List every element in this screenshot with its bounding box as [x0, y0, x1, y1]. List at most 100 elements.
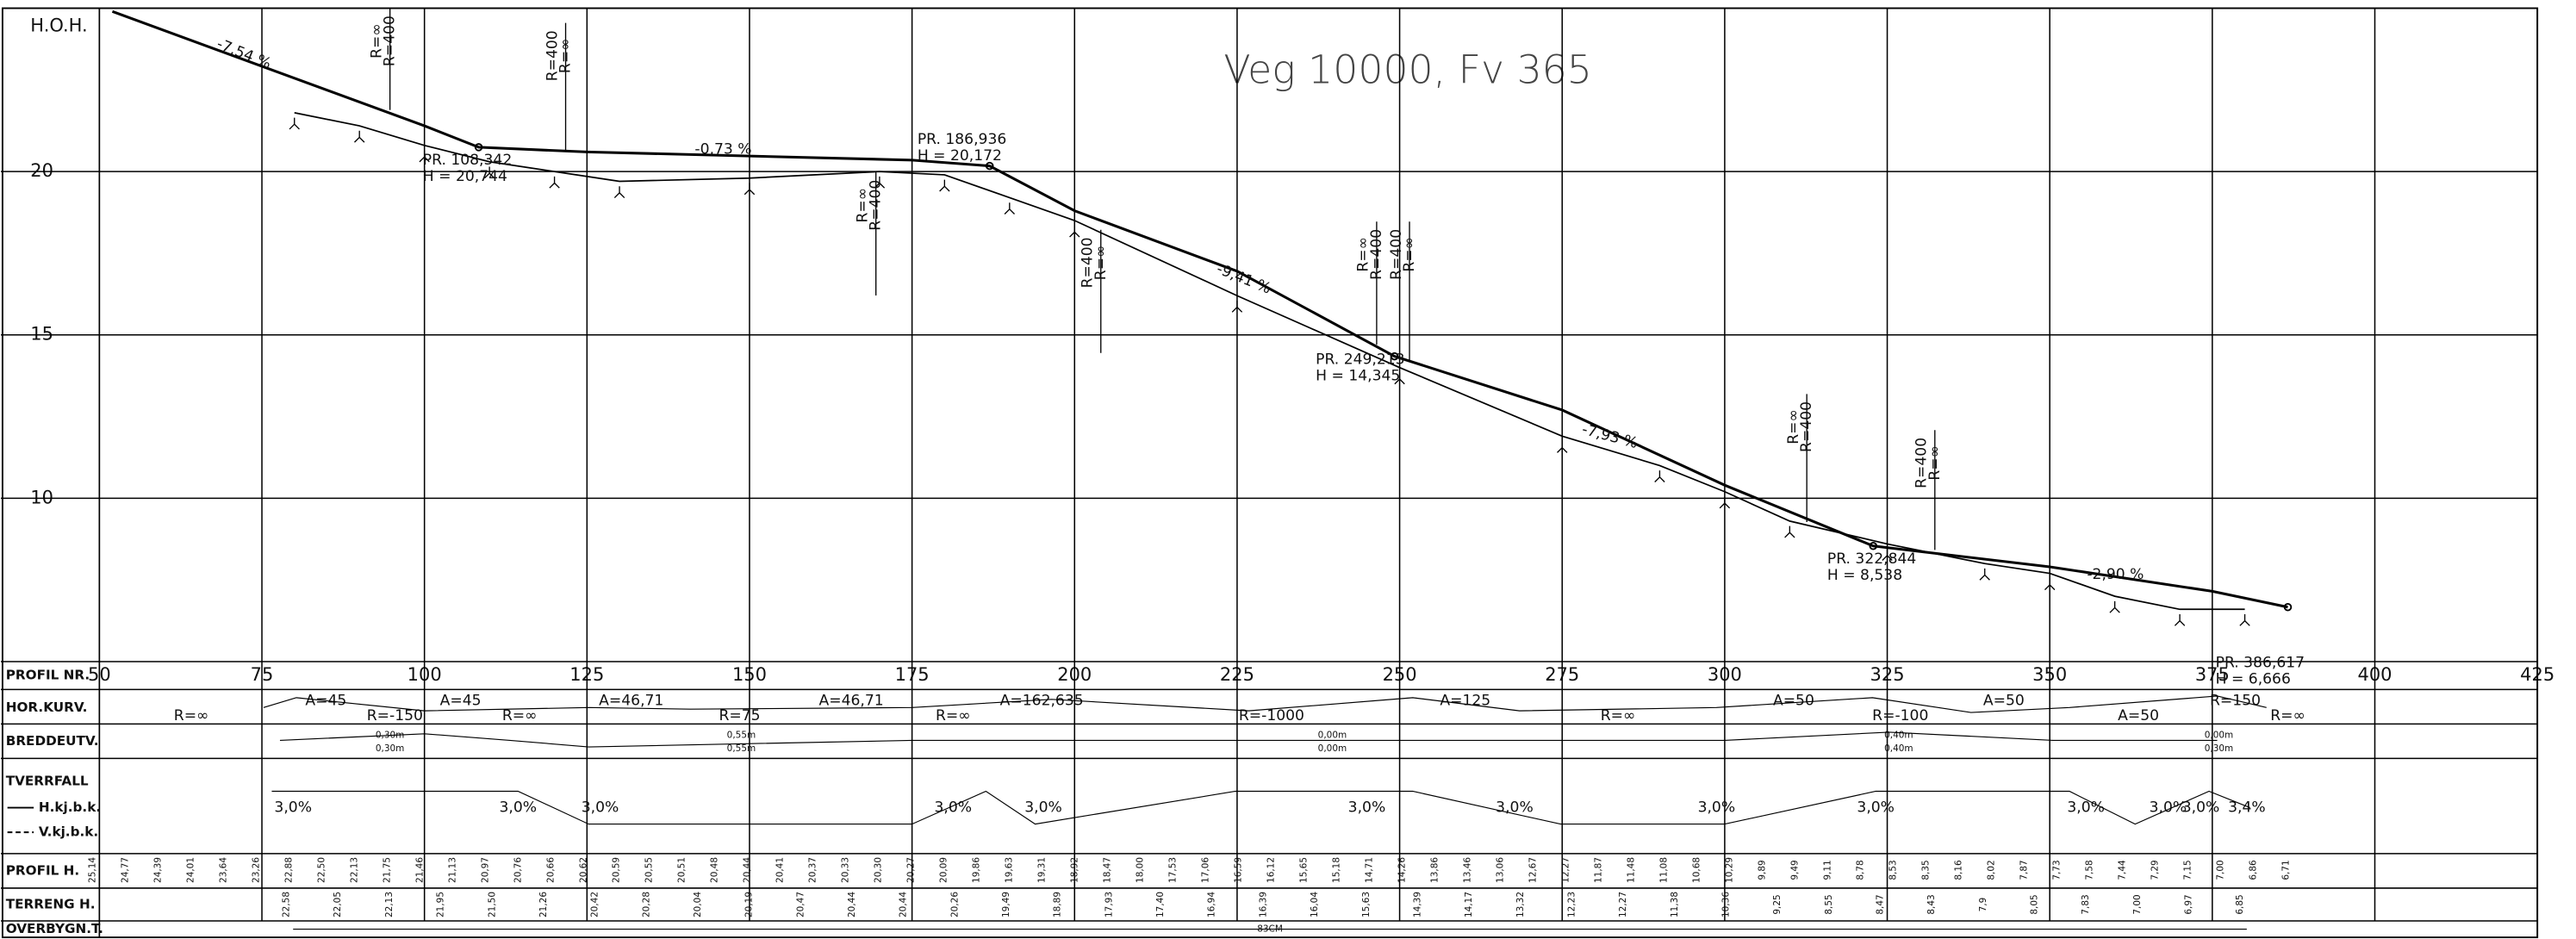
tverrfall-label: 3,0%: [1024, 799, 1062, 817]
profil-h-value: 22,50: [317, 857, 327, 883]
profil-h-value: 20,62: [579, 857, 589, 883]
tverrfall-label: 3,0%: [2067, 799, 2105, 817]
terreng-h-value: 20,47: [795, 892, 806, 917]
terreng-h-value: 17,40: [1155, 892, 1166, 917]
tverrfall-label: 3,0%: [2150, 799, 2187, 817]
terreng-h-value: 22,05: [333, 892, 343, 917]
hor-kurv-label: A=50: [2118, 707, 2159, 724]
terreng-h-value: 21,95: [436, 892, 446, 917]
hor-kurv-label: R=150: [2210, 693, 2261, 710]
curve-mark-label: R=∞: [557, 39, 575, 74]
hor-kurv-label: R=∞: [2270, 707, 2305, 724]
breddeutv-label: 0,00m: [2205, 731, 2234, 741]
tverrfall-label: 3,0%: [500, 799, 538, 817]
profil-h-value: 10,29: [1725, 857, 1735, 883]
terreng-h-value: 16,94: [1207, 892, 1217, 917]
hor-kurv-label: A=50: [1773, 693, 1814, 710]
hor-kurv-label: A=46,71: [819, 693, 884, 710]
terreng-h-value: 13,32: [1515, 892, 1526, 917]
station-label: PR. 108,342: [423, 152, 512, 169]
profil-h-value: 17,06: [1201, 857, 1211, 883]
hor-kurv-label: R=∞: [174, 707, 209, 724]
profil-h-value: 10,68: [1692, 857, 1702, 883]
profil-h-value: 8,16: [1954, 860, 1964, 880]
tverrfall-label: 3,0%: [582, 799, 619, 817]
curve-mark-label: R=∞: [1092, 246, 1110, 281]
row-label: BREDDEUTV.: [6, 733, 99, 749]
curve-mark-label: R=400: [1798, 401, 1815, 452]
curve-mark-label: R=∞: [1926, 445, 1944, 481]
profil-h-value: 20,66: [546, 857, 557, 883]
terreng-h-value: 19,49: [1001, 892, 1011, 917]
profil-h-value: 20,76: [513, 857, 524, 883]
profil-h-value: 20,09: [939, 857, 949, 883]
terreng-h-value: 6,97: [2184, 894, 2194, 914]
profil-h-value: 9,89: [1758, 860, 1768, 880]
curve-mark-label: R=400: [382, 16, 399, 66]
profil-h-value: 24,01: [186, 857, 196, 883]
station-label: PR. 322,844: [1827, 550, 1916, 568]
profil-h-value: 20,51: [677, 857, 688, 883]
station-height: H = 8,538: [1827, 567, 1902, 584]
hor-kurv-label: A=162,635: [1000, 693, 1084, 710]
profil-h-value: 13,86: [1430, 857, 1440, 883]
profil-h-value: 16,12: [1266, 857, 1277, 883]
station-label: PR. 186,936: [918, 131, 1006, 148]
profil-h-value: 25,14: [88, 857, 98, 883]
hor-kurv-label: A=46,71: [599, 693, 663, 710]
profil-h-value: 21,46: [415, 857, 426, 883]
terreng-h-value: 16,04: [1310, 892, 1320, 917]
terreng-h-value: 20,28: [641, 892, 651, 917]
terreng-h-value: 15,63: [1361, 892, 1372, 917]
profil-h-value: 15,18: [1332, 857, 1342, 883]
tverrfall-label: 3,0%: [2182, 799, 2220, 817]
profil-h-value: 12,67: [1528, 857, 1539, 883]
profil-h-value: 7,87: [2019, 860, 2030, 880]
tverrfall-legend: H.kj.b.k.: [39, 799, 101, 815]
profil-h-value: 17,53: [1168, 857, 1179, 883]
chart-title: Veg 10000, Fv 365: [1223, 47, 1591, 92]
profil-h-value: 20,59: [612, 857, 622, 883]
profil-h-value: 24,77: [121, 857, 131, 883]
terreng-h-value: 8,05: [2030, 894, 2040, 914]
breddeutv-label: 0,55m: [727, 731, 756, 741]
profil-h-value: 21,75: [383, 857, 393, 883]
y-axis-label: H.O.H.: [30, 15, 87, 35]
profil-h-value: 19,63: [1005, 857, 1015, 883]
terreng-h-value: 10,36: [1720, 892, 1731, 917]
terreng-h-value: 21,50: [487, 892, 497, 917]
terreng-h-value: 8,43: [1926, 894, 1937, 914]
tverrfall-label: 3,0%: [1348, 799, 1386, 817]
profil-h-value: 16,59: [1234, 857, 1244, 883]
profil-h-value: 8,35: [1921, 860, 1932, 880]
terreng-h-value: 20,19: [744, 892, 755, 917]
terreng-h-value: 6,85: [2235, 894, 2245, 914]
terreng-h-value: 12,27: [1618, 892, 1628, 917]
row-label: TERRENG H.: [6, 896, 96, 911]
curve-mark-label: R=∞: [1401, 237, 1418, 272]
profil-h-value: 20,97: [481, 857, 491, 883]
y-tick-label: 20: [30, 160, 53, 181]
y-tick-label: 10: [30, 487, 53, 507]
profil-h-value: 11,48: [1627, 857, 1637, 883]
terreng-h-value: 22,13: [384, 892, 395, 917]
profil-h-value: 8,53: [1888, 860, 1899, 880]
hor-kurv-label: A=50: [1983, 693, 2025, 710]
tverrfall-label: 3,0%: [1698, 799, 1736, 817]
terreng-h-value: 20,04: [693, 892, 703, 917]
slope-label: -0,73 %: [694, 140, 751, 158]
terreng-h-value: 7,83: [2081, 894, 2091, 914]
terreng-h-value: 21,26: [538, 892, 549, 917]
profil-h-value: 18,47: [1103, 857, 1113, 883]
hor-kurv-label: A=125: [1440, 693, 1490, 710]
station-height: H = 14,345: [1316, 367, 1400, 384]
hor-kurv-label: R=-1000: [1239, 707, 1304, 724]
profil-h-value: 11,08: [1659, 857, 1670, 883]
profil-h-value: 6,86: [2249, 860, 2259, 880]
profil-h-value: 20,27: [906, 857, 917, 883]
row-label: TVERRFALL: [6, 774, 89, 789]
profil-h-value: 24,39: [153, 857, 164, 883]
terreng-h-value: 20,42: [590, 892, 600, 917]
tverrfall-label: 3,0%: [274, 799, 312, 817]
profil-h-value: 14,26: [1397, 857, 1408, 883]
